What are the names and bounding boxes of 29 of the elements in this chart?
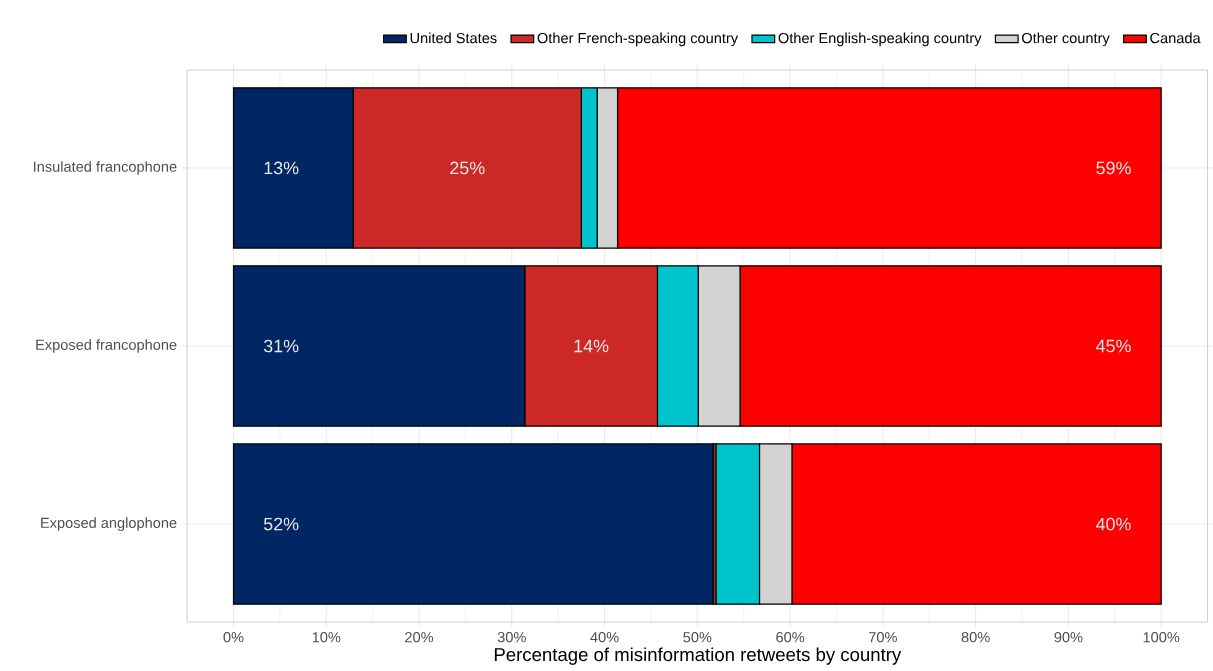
legend-label: United States — [410, 32, 497, 44]
y-tick-label: Insulated francophone — [34, 161, 177, 175]
legend-label: Other English-speaking country — [778, 32, 982, 47]
x-tick-label: 20% — [405, 632, 434, 643]
x-tick-label: 40% — [590, 632, 619, 643]
data-label: 31% — [263, 339, 299, 353]
x-tick-label: 10% — [312, 632, 341, 643]
x-tick-label: 50% — [683, 632, 712, 643]
data-label: 52% — [263, 517, 299, 531]
x-axis-title: Percentage of misinformation retweets by country — [494, 647, 902, 665]
legend-label: Other country — [1022, 32, 1110, 47]
y-tick-label: Exposed francophone — [36, 339, 177, 353]
x-tick-label: 70% — [869, 632, 897, 643]
x-tick-label: 80% — [961, 632, 990, 643]
data-label: 40% — [1096, 517, 1131, 531]
data-label: 25% — [450, 161, 485, 175]
data-label: 45% — [1096, 339, 1131, 353]
data-label: 59% — [1096, 161, 1131, 175]
x-tick-label: 0% — [223, 632, 244, 643]
data-label: 13% — [264, 161, 299, 175]
legend-label: Canada — [1150, 32, 1201, 44]
legend-label: Other French-speaking country — [537, 32, 739, 47]
y-tick-label: Exposed anglophone — [41, 517, 177, 531]
x-tick-label: 90% — [1054, 632, 1083, 643]
bar — [232, 443, 714, 605]
x-tick-label: 100% — [1143, 632, 1180, 643]
x-tick-label: 60% — [776, 632, 805, 643]
x-tick-label: 30% — [497, 632, 526, 643]
data-label: 14% — [574, 339, 609, 353]
